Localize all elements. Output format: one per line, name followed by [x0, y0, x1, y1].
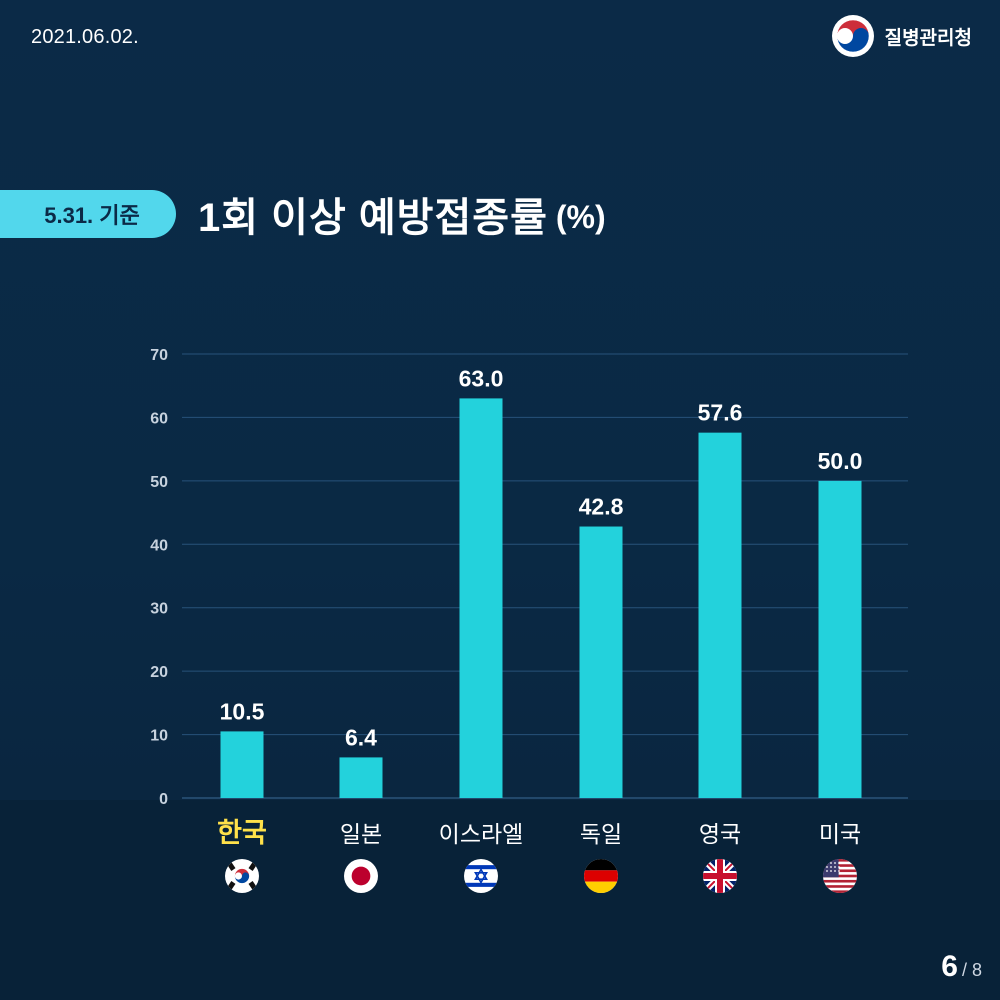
- data-label: 63.0: [459, 365, 504, 391]
- bar: [579, 526, 623, 798]
- publish-date: 2021.06.02.: [31, 26, 139, 48]
- data-label: 42.8: [579, 494, 624, 520]
- y-tick-label: 20: [150, 664, 168, 681]
- israel-flag-icon: [464, 859, 498, 893]
- x-tick-label: 영국: [699, 821, 741, 847]
- y-tick-label: 0: [159, 791, 168, 808]
- page-total: / 8: [961, 960, 982, 980]
- agency-name: 질병관리청: [884, 27, 972, 49]
- agency-brand: 질병관리청: [831, 14, 972, 58]
- japan-flag-icon: [344, 859, 378, 893]
- uk-flag-icon: [703, 859, 737, 893]
- basis-date-badge: 5.31. 기준: [0, 190, 176, 238]
- usa-flag-icon: [823, 859, 857, 893]
- data-label: 10.5: [220, 698, 265, 724]
- data-label: 57.6: [698, 400, 743, 426]
- data-label: 50.0: [818, 448, 863, 474]
- x-tick-label: 독일: [580, 821, 622, 847]
- bar: [339, 757, 383, 798]
- x-tick-label: 이스라엘: [439, 821, 524, 847]
- x-tick-label: 한국: [217, 818, 267, 848]
- y-tick-label: 70: [150, 347, 168, 364]
- page-current: 6: [941, 950, 958, 983]
- bar: [698, 432, 742, 798]
- taegeuk-emblem-icon: [831, 15, 874, 57]
- y-tick-label: 10: [150, 728, 168, 745]
- x-tick-label: 일본: [340, 821, 382, 847]
- y-tick-label: 60: [150, 410, 168, 427]
- y-tick-label: 40: [150, 537, 168, 554]
- germany-flag-icon: [584, 859, 618, 893]
- bar: [220, 731, 264, 798]
- data-label: 6.4: [345, 724, 377, 750]
- bar: [818, 480, 862, 798]
- y-tick-label: 30: [150, 601, 168, 618]
- chart-title-row: 5.31. 기준 1회 이상 예방접종률 (%): [0, 186, 606, 242]
- bar: [459, 398, 503, 798]
- chart-unit: (%): [555, 198, 606, 235]
- page-indicator: 6 / 8: [941, 950, 982, 984]
- y-tick-label: 50: [150, 474, 168, 491]
- x-tick-label: 미국: [819, 821, 861, 847]
- chart-title: 1회 이상 예방접종률: [198, 196, 548, 240]
- south-korea-flag-icon: [225, 859, 259, 893]
- chart-footer-band: [0, 800, 1000, 1000]
